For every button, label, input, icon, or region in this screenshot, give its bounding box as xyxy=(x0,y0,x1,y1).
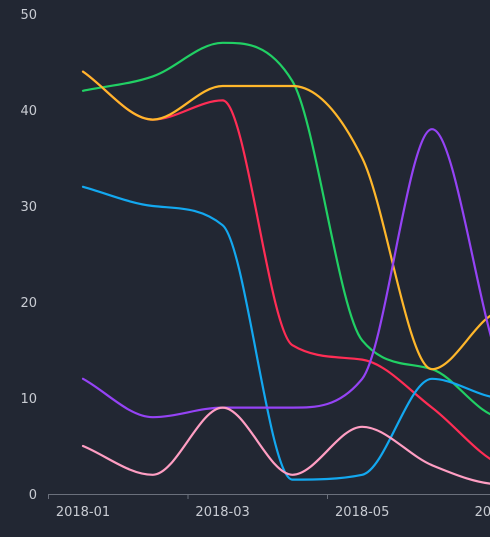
y-axis: 0 10 20 30 40 50 xyxy=(20,8,37,503)
plot-lines xyxy=(81,41,490,485)
series-line-5 xyxy=(81,128,490,419)
y-tick-label: 30 xyxy=(20,200,37,215)
y-tick-label: 50 xyxy=(20,8,37,23)
x-tick-label: 2018-03 xyxy=(195,505,249,520)
series-line-3 xyxy=(81,70,490,371)
y-tick-label: 40 xyxy=(20,104,37,119)
series-line-2 xyxy=(81,41,490,416)
x-tick-label: 2018-01 xyxy=(56,505,110,520)
x-tick-label: 2018-05 xyxy=(335,505,389,520)
series-line-6 xyxy=(81,406,490,485)
series-line-1 xyxy=(81,70,490,461)
y-tick-label: 0 xyxy=(29,488,37,503)
series-line-4 xyxy=(81,185,490,481)
x-axis: 2018-01 2018-03 2018-05 2018-07 xyxy=(48,494,490,520)
y-tick-label: 20 xyxy=(20,296,37,311)
x-tick-label: 2018-07 xyxy=(475,505,490,520)
y-tick-label: 10 xyxy=(20,392,37,407)
